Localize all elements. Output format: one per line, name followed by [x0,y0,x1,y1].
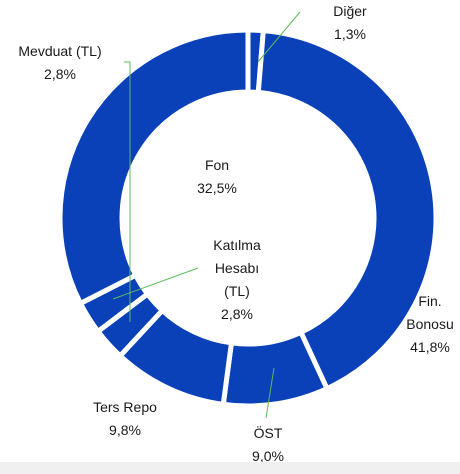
value-label: 41,8% [410,339,450,355]
category-label: Ters Repo [93,399,157,415]
slice-label: Fon 32,5% [177,154,257,200]
value-label: 2,8% [221,306,253,322]
leader-lines [112,11,301,419]
slice-label: Mevduat (TL) 2,8% [0,40,120,86]
value-label: 2,8% [44,66,76,82]
category-label: Fin. Bonosu [406,293,454,332]
value-label: 9,8% [109,422,141,438]
leader-line [265,367,275,419]
slice-label: Fin. Bonosu 41,8% [395,290,460,359]
category-label: Fon [204,157,230,173]
slice-label: Katılma Hesabı (TL) 2,8% [202,234,272,326]
slice-label: Diğer 1,3% [310,0,390,46]
value-label: 32,5% [197,180,237,196]
leader-line [257,11,301,63]
category-label: ÖST [253,425,283,441]
slice [255,27,439,392]
leader-line [112,267,199,300]
category-label: Mevduat (TL) [18,43,102,59]
value-label: 9,0% [252,448,284,464]
slice-label: Ters Repo 9,8% [70,396,180,442]
slices [57,27,439,409]
footer-strip [0,462,460,474]
slice-label: ÖST 9,0% [233,422,303,468]
category-label: Diğer [333,3,367,19]
leader-line [124,61,131,322]
slice [57,27,251,307]
chart [57,11,439,419]
category-label: Katılma Hesabı (TL) [213,237,261,299]
value-label: 1,3% [334,26,366,42]
